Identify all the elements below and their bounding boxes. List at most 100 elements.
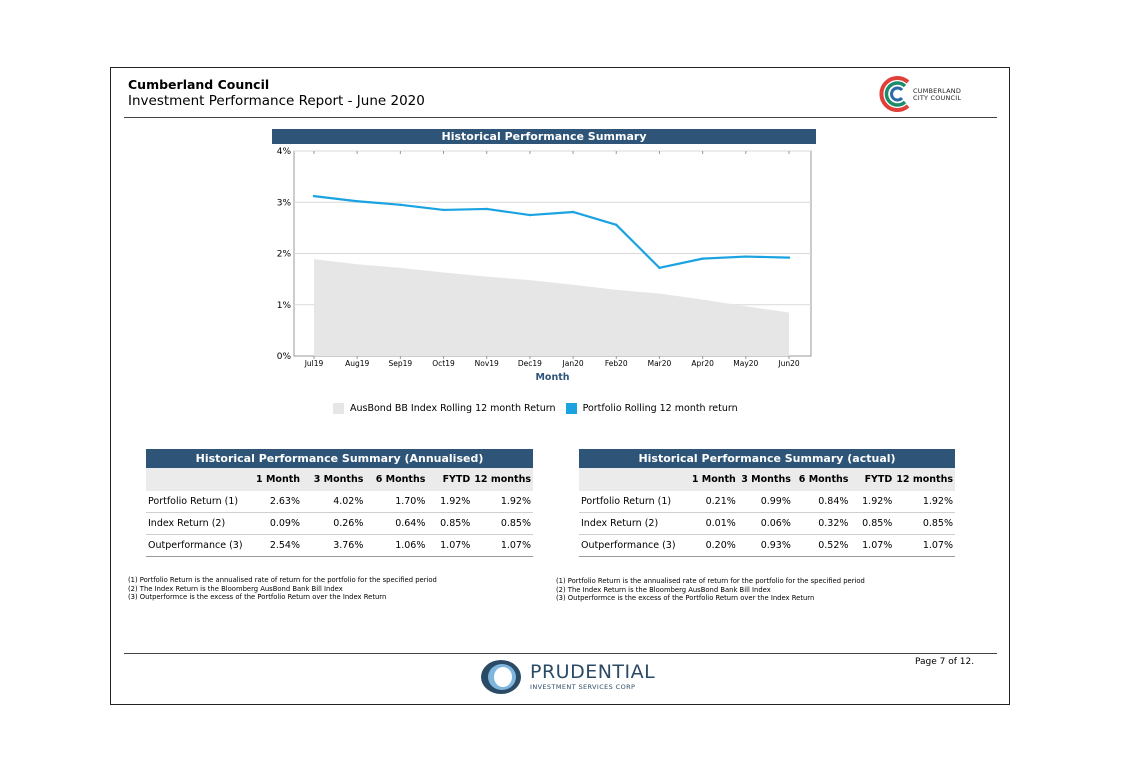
portfolio-point [701, 257, 704, 260]
page-frame [110, 67, 1010, 705]
note-line: (3) Outperformce is the excess of the Po… [128, 593, 387, 601]
legend-swatch-index [333, 403, 344, 414]
prudential-brand-sub: INVESTMENT SERVICES CORP [530, 683, 636, 691]
table-cell: 0.99% [737, 491, 793, 513]
note-line: (3) Outperformce is the excess of the Po… [556, 594, 815, 602]
table-cell: 0.93% [737, 534, 793, 557]
table-cell: 0.20% [677, 534, 738, 557]
x-tick-label: Nov19 [475, 359, 499, 368]
table-row: Outperformance (3) 0.20% 0.93% 0.52% 1.0… [579, 534, 955, 557]
actual-notes: (1) Portfolio Return is the annualised r… [556, 577, 865, 603]
note-line: (1) Portfolio Return is the annualised r… [556, 577, 865, 585]
y-tick-label: 3% [277, 198, 292, 208]
chart-title: Historical Performance Summary [272, 129, 816, 144]
legend-swatch-portfolio [565, 403, 577, 414]
x-tick-label: Sep19 [389, 359, 413, 368]
x-tick-label: Apr20 [691, 359, 714, 368]
row-label: Index Return (2) [146, 512, 245, 535]
x-tick-label: Dec19 [518, 359, 542, 368]
x-tick-label: Feb20 [605, 359, 628, 368]
table-row: Outperformance (3) 2.54% 3.76% 1.06% 1.0… [146, 534, 533, 557]
council-logo [878, 74, 973, 114]
portfolio-point [312, 194, 316, 198]
table-cell: 0.21% [677, 491, 738, 513]
x-tick-label: Oct19 [432, 359, 455, 368]
table-cell: 1.92% [472, 491, 533, 513]
annualised-table-grid: 1 Month 3 Months 6 Months FYTD 12 months… [146, 468, 533, 557]
table-row: Index Return (2) 0.09% 0.26% 0.64% 0.85%… [146, 512, 533, 535]
council-logo-icon [879, 76, 910, 112]
x-tick-label: Jun20 [777, 359, 799, 368]
y-tick-label: 1% [277, 301, 292, 311]
chart-legend: AusBond BB Index Rolling 12 month Return… [333, 403, 738, 414]
row-label: Portfolio Return (1) [146, 491, 245, 513]
table-row: Index Return (2) 0.01% 0.06% 0.32% 0.85%… [579, 512, 955, 535]
column-header: 6 Months [792, 468, 851, 491]
prudential-logo-icon [481, 660, 521, 694]
page-number: Page 7 of 12. [915, 657, 975, 667]
column-header [146, 468, 245, 491]
row-label: Portfolio Return (1) [579, 491, 678, 513]
table-cell: 0.85% [850, 512, 895, 535]
performance-chart: 0% 1% 2% 3% 4% Jul19 Aug19 Sep19 Oct19 Nov19 Dec19… [277, 147, 812, 383]
actual-table: Historical Performance Summary (actual) … [579, 449, 955, 557]
annualised-notes: (1) Portfolio Return is the annualised r… [128, 576, 437, 602]
table-cell: 1.06% [365, 534, 428, 557]
note-line: (2) The Index Return is the Bloomberg Au… [556, 585, 771, 594]
table-cell: 0.85% [427, 512, 473, 535]
portfolio-point [355, 200, 359, 203]
portfolio-point [442, 208, 445, 212]
table-cell: 2.63% [244, 491, 303, 513]
table-cell: 0.84% [792, 491, 851, 513]
portfolio-point [744, 255, 748, 258]
annualised-table-title: Historical Performance Summary (Annualis… [146, 449, 533, 468]
column-header: 12 months [472, 468, 533, 491]
report-subtitle: Investment Performance Report - June 202… [128, 93, 425, 109]
table-cell: 0.06% [737, 512, 793, 535]
table-cell: 0.52% [792, 534, 851, 557]
column-header: 12 months [894, 468, 955, 491]
portfolio-point [571, 210, 575, 214]
x-axis-label: Month [535, 372, 569, 383]
table-cell: 0.09% [244, 512, 303, 535]
table-cell: 1.92% [427, 491, 473, 513]
table-cell: 0.85% [472, 512, 533, 535]
report-title: Cumberland Council [128, 77, 270, 92]
table-row: Portfolio Return (1) 0.21% 0.99% 0.84% 1… [579, 491, 955, 513]
table-cell: 0.01% [677, 512, 738, 535]
table-cell: 0.32% [792, 512, 851, 535]
note-line: (1) Portfolio Return is the annualised r… [128, 576, 437, 584]
x-tick-label: Mar20 [648, 359, 672, 368]
column-header: 3 Months [302, 468, 366, 491]
portfolio-point [485, 207, 488, 211]
table-cell: 4.02% [302, 491, 366, 513]
column-header: FYTD [427, 468, 473, 491]
x-tick-label: Jan20 [562, 359, 584, 368]
header-divider [124, 117, 997, 118]
row-label: Index Return (2) [579, 512, 678, 535]
y-tick-label: 0% [277, 352, 292, 362]
footer-divider [124, 653, 997, 654]
table-cell: 1.07% [850, 534, 895, 557]
table-header-row: 1 Month 3 Months 6 Months FYTD 12 months [146, 468, 533, 491]
column-header: 1 Month [244, 468, 303, 491]
column-header [579, 468, 678, 491]
legend-label-portfolio: Portfolio Rolling 12 month return [582, 403, 738, 414]
table-row: Portfolio Return (1) 2.63% 4.02% 1.70% 1… [146, 491, 533, 513]
column-header: FYTD [850, 468, 895, 491]
x-tick-label: Jul19 [304, 359, 324, 368]
portfolio-point [528, 213, 532, 217]
actual-table-grid: 1 Month 3 Months 6 Months FYTD 12 months… [579, 468, 955, 557]
column-header: 3 Months [737, 468, 793, 491]
council-logo-text: CUMBERLAND CITY COUNCIL [913, 88, 961, 102]
table-cell: 2.54% [244, 534, 303, 557]
y-tick-label: 4% [277, 147, 292, 157]
column-header: 1 Month [677, 468, 738, 491]
row-label: Outperformance (3) [579, 534, 678, 557]
table-cell: 1.07% [472, 534, 533, 557]
row-label: Outperformance (3) [146, 534, 245, 557]
table-cell: 1.07% [427, 534, 473, 557]
column-header: 6 Months [365, 468, 428, 491]
council-logo-line1: CUMBERLAND [913, 87, 962, 95]
table-cell: 3.76% [302, 534, 366, 557]
